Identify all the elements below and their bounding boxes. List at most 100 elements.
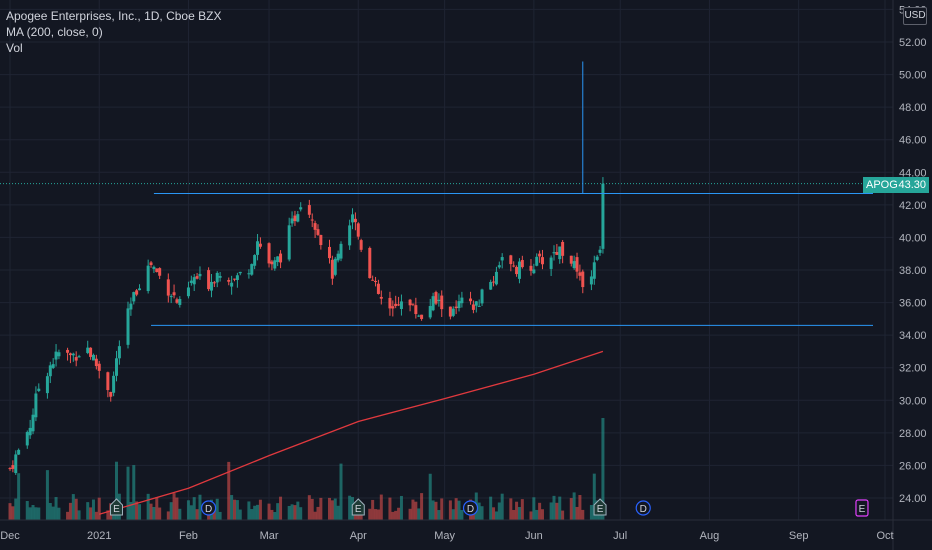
volume-bar	[178, 508, 182, 520]
volume-bar	[97, 497, 101, 520]
volume-bar	[218, 511, 222, 520]
volume-bar	[460, 510, 464, 520]
candle-body	[11, 465, 15, 469]
volume-bar	[31, 504, 35, 520]
candle-body	[333, 258, 337, 275]
time-tick-label: May	[434, 530, 455, 542]
volume-bar	[166, 511, 170, 520]
candle-body	[388, 297, 392, 309]
volume-bar	[492, 507, 496, 520]
dividend-marker[interactable]: D	[201, 500, 217, 516]
candle-body	[538, 253, 542, 257]
dividend-marker[interactable]: D	[635, 500, 651, 516]
candle-body	[186, 287, 190, 297]
volume-bar	[310, 498, 314, 520]
candle-body	[572, 261, 576, 269]
volume-bar	[267, 503, 271, 520]
earnings-marker[interactable]: E	[109, 498, 123, 516]
volume-bar	[256, 504, 260, 520]
volume-indicator-label[interactable]: Vol	[6, 41, 23, 55]
candle-body	[589, 276, 593, 285]
volume-bar	[192, 497, 196, 520]
time-tick-label: Jul	[613, 530, 627, 542]
volume-bar	[28, 507, 32, 520]
volume-bar	[561, 510, 565, 520]
earnings-marker[interactable]: E	[593, 498, 607, 516]
candle-body	[195, 276, 199, 279]
volume-bar	[51, 506, 55, 520]
event-marker-label: D	[640, 504, 647, 515]
price-axis[interactable]: 24.00 26.00 28.00 30.00 32.00 34.00 36.00 38.00…	[892, 0, 927, 550]
candle-body	[348, 225, 352, 246]
candle-body	[454, 306, 458, 309]
volume-bar	[379, 494, 383, 520]
candle-body	[397, 304, 401, 306]
volume-bar	[371, 499, 375, 520]
volume-bar	[454, 498, 458, 520]
candle-body	[474, 301, 478, 306]
candle-body	[598, 249, 602, 253]
volume-bar	[477, 502, 481, 520]
candle-body	[256, 241, 260, 255]
candle-body	[89, 347, 93, 357]
time-axis[interactable]: Dec 2021 Feb Mar Apr May Jun Jul Aug Sep Oct	[0, 519, 932, 542]
candle-body	[353, 218, 357, 223]
volume-bar	[399, 495, 403, 520]
candle-body	[540, 257, 544, 265]
candle-body	[595, 256, 599, 260]
earnings-marker-badge	[593, 498, 607, 516]
candle-body	[17, 449, 21, 455]
volume-bar	[348, 495, 352, 520]
candle-body	[74, 357, 78, 361]
volume-bar	[235, 500, 239, 520]
volume-bar	[158, 507, 162, 520]
candle-body	[371, 279, 375, 281]
candle-body	[471, 304, 475, 310]
time-tick-label: 2021	[87, 530, 111, 542]
earnings-marker[interactable]: E	[351, 498, 365, 516]
ma-indicator-label[interactable]: MA (200, close, 0)	[6, 25, 103, 39]
volume-bar	[230, 495, 234, 520]
symbol-title[interactable]: Apogee Enterprises, Inc., 1D, Cboe BZX	[6, 9, 222, 23]
candle-body	[129, 303, 133, 310]
volume-bar	[572, 492, 576, 520]
volume-bar	[414, 501, 418, 520]
candle-body	[411, 303, 415, 305]
volume-bar	[273, 511, 277, 520]
volume-bar	[333, 498, 337, 520]
candle-body	[417, 315, 421, 317]
candle-body	[575, 257, 579, 272]
time-tick-label: Aug	[700, 530, 720, 542]
volume-bar	[276, 503, 280, 520]
dividend-marker[interactable]: D	[462, 500, 479, 516]
volume-bar	[538, 502, 542, 520]
candle-body	[569, 255, 573, 264]
volume-bar	[520, 499, 524, 520]
volume-bar	[114, 461, 118, 520]
volume-bar	[293, 505, 297, 520]
candle-body	[408, 299, 412, 306]
currency-badge[interactable]: USD	[903, 7, 927, 25]
volume-bar	[313, 511, 317, 520]
candle-body	[351, 214, 355, 223]
event-marker-label: D	[467, 504, 474, 515]
earnings-marker[interactable]: E	[855, 499, 869, 517]
horizontal-levels[interactable]	[0, 61, 893, 326]
candle-body	[356, 223, 360, 237]
volume-bar	[515, 501, 519, 520]
candle-body	[175, 299, 179, 303]
candle-body	[379, 296, 383, 299]
price-tick-label: 36.00	[899, 298, 927, 310]
volume-bar	[434, 501, 438, 520]
volume-bar	[195, 509, 199, 520]
candle-body	[428, 306, 432, 318]
price-tick-label: 40.00	[899, 232, 927, 244]
time-tick-label: Sep	[789, 530, 809, 542]
dividend-marker-badge	[635, 500, 651, 516]
candle-body	[552, 252, 556, 254]
candle-body	[71, 353, 75, 356]
volume-bar	[339, 463, 343, 520]
candle-body	[66, 349, 70, 353]
